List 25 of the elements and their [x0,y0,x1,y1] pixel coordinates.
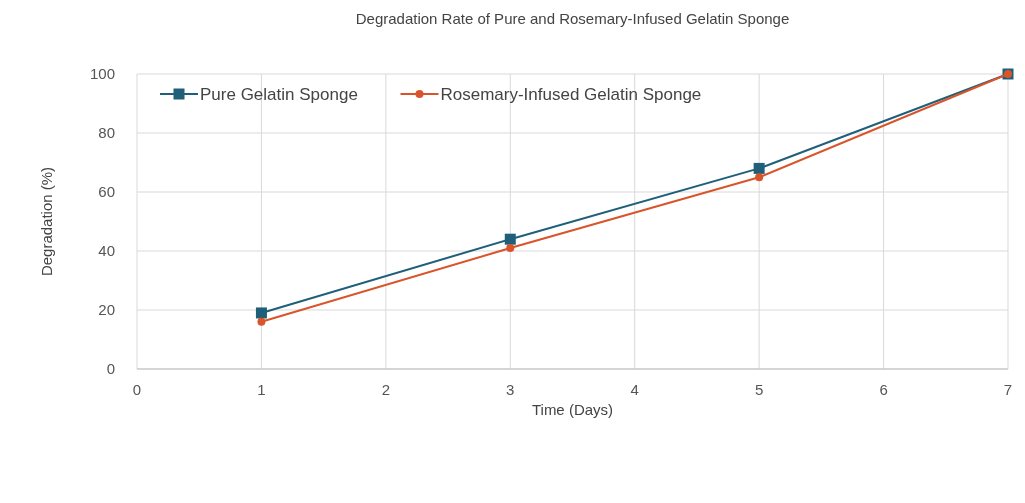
y-tick-label: 20 [98,301,115,318]
y-tick-label: 0 [106,360,115,377]
chart-title: Degradation Rate of Pure and Rosemary-Infused Gelatin Sponge [355,10,790,27]
point [504,233,516,245]
y-axis-title: Degradation (%) [38,166,55,277]
point [255,307,267,319]
point [753,162,765,174]
y-tick-label: 80 [98,124,115,141]
x-tick-label: 6 [879,381,888,398]
point [506,244,515,253]
x-tick-label: 3 [506,381,515,398]
y-tick-label: 60 [98,183,115,200]
x-tick-label: 2 [381,381,391,398]
y-tick-label: 100 [89,65,115,82]
point [257,317,266,326]
legend-label: Pure Gelatin Sponge [200,85,358,104]
x-tick-label: 1 [257,381,266,398]
point [755,173,764,182]
x-tick-label: 5 [754,381,764,398]
x-tick-label: 4 [630,381,639,398]
legend-label: Rosemary-Infused Gelatin Sponge [440,85,702,104]
x-tick-label: 7 [1003,381,1013,398]
x-tick-label: 0 [132,381,142,398]
y-tick-label: 40 [98,242,115,259]
x-axis-title: Time (Days) [531,401,614,418]
